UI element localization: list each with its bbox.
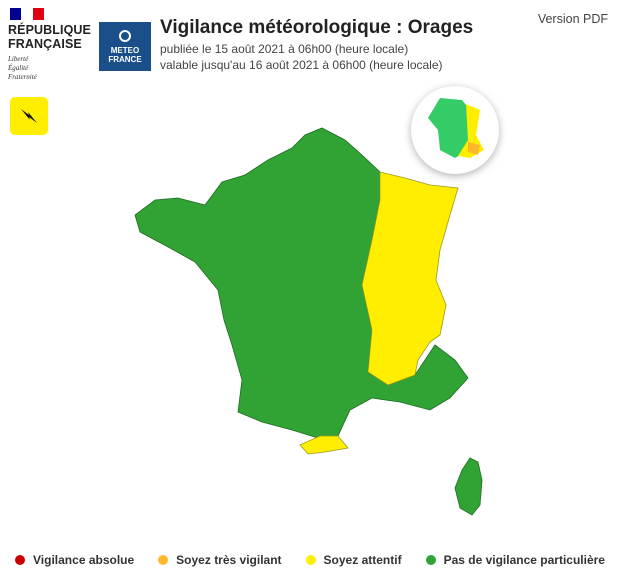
legend-item-yellow: Soyez attentif <box>305 553 402 567</box>
map-yellow-pyrenees[interactable] <box>299 435 349 455</box>
devise-line: Fraternité <box>8 73 37 81</box>
legend-item-orange: Soyez très vigilant <box>158 553 282 567</box>
republique-francaise-logo: RÉPUBLIQUE FRANÇAISE <box>8 23 91 51</box>
legend-item-green: Pas de vigilance particulière <box>425 553 605 567</box>
pdf-version-link[interactable]: Version PDF <box>537 12 608 26</box>
legend-label: Pas de vigilance particulière <box>443 553 605 567</box>
devise: Liberté Égalité Fraternité <box>8 55 37 82</box>
vigilance-map[interactable] <box>0 0 620 540</box>
meteo-france-logo[interactable]: METEO FRANCE <box>99 22 151 71</box>
orange-dot-icon <box>158 555 169 565</box>
valid-until: valable jusqu'au 16 août 2021 à 06h00 (h… <box>160 58 443 72</box>
meteo-france-icon <box>119 30 131 42</box>
logo-line: FRANÇAISE <box>8 37 82 51</box>
legend: Vigilance absolue Soyez très vigilant So… <box>0 553 620 567</box>
map-yellow-zone[interactable] <box>361 171 459 386</box>
logo-line: RÉPUBLIQUE <box>8 23 91 37</box>
devise-line: Liberté <box>8 55 29 63</box>
legend-label: Soyez attentif <box>323 553 402 567</box>
france-map[interactable] <box>134 127 483 516</box>
published-date: publiée le 15 août 2021 à 06h00 (heure l… <box>160 42 409 56</box>
legend-item-red: Vigilance absolue <box>15 553 134 567</box>
yellow-dot-icon <box>305 555 316 565</box>
french-flag-icon <box>10 8 44 20</box>
legend-label: Vigilance absolue <box>33 553 135 567</box>
red-dot-icon <box>15 555 26 565</box>
legend-label: Soyez très vigilant <box>176 553 282 567</box>
page-title: Vigilance météorologique : Orages <box>160 17 474 38</box>
devise-line: Égalité <box>8 64 29 72</box>
overview-inset[interactable] <box>411 86 499 174</box>
logo-line: FRANCE <box>108 55 142 64</box>
map-corsica[interactable] <box>454 457 483 516</box>
green-dot-icon <box>425 555 436 565</box>
lightning-icon <box>10 97 48 135</box>
logo-line: METEO <box>110 46 140 55</box>
